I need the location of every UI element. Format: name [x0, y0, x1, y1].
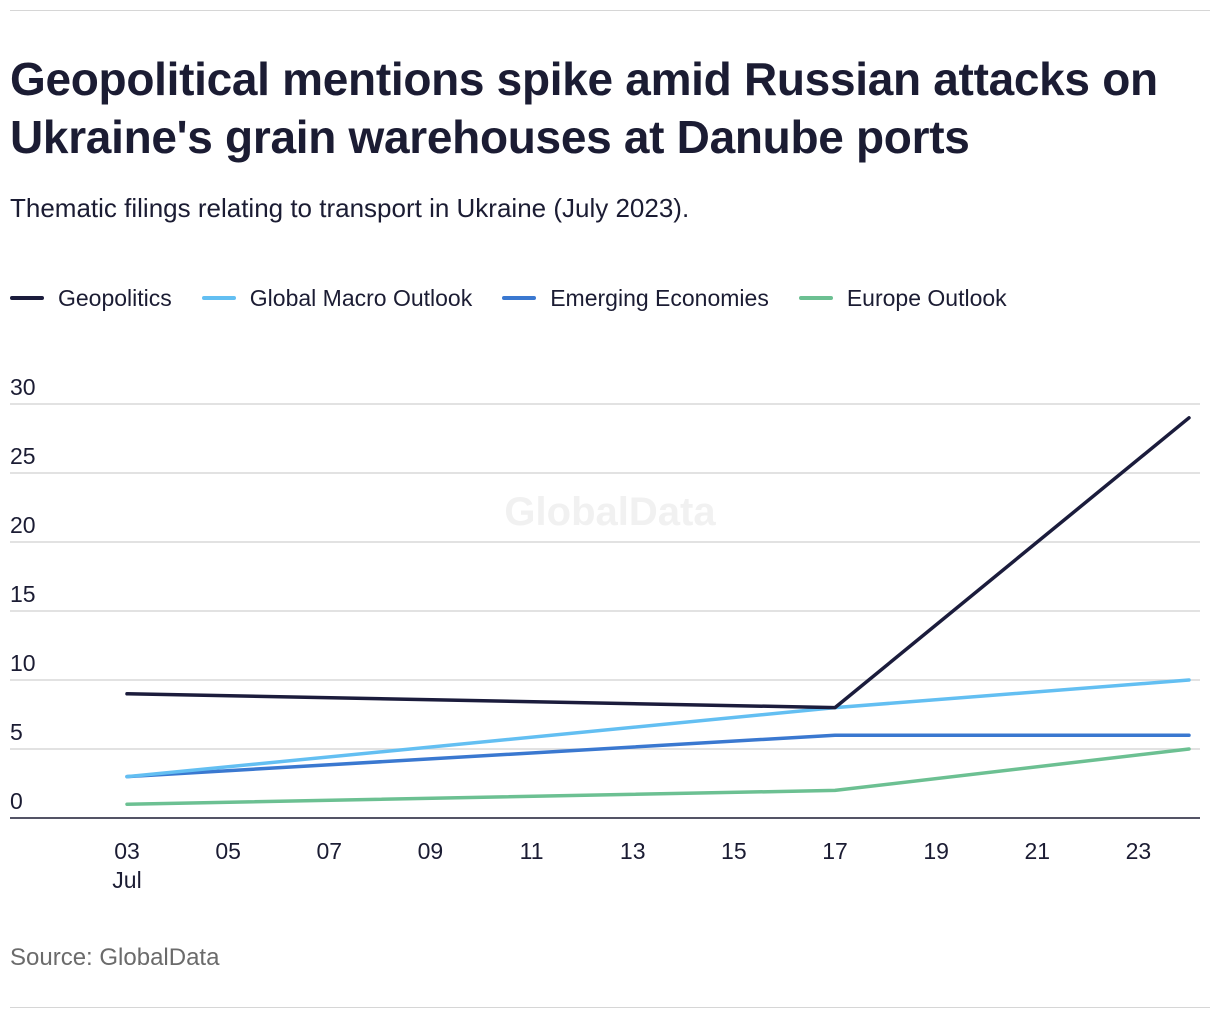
x-tick-label: 21 — [1024, 838, 1050, 864]
legend-item: Europe Outlook — [798, 284, 1007, 312]
chart-subtitle: Thematic filings relating to transport i… — [10, 193, 690, 223]
y-tick-label: 10 — [10, 650, 36, 676]
x-tick-label: 03 — [114, 838, 140, 864]
x-tick-label: 13 — [620, 838, 646, 864]
y-tick-label: 20 — [10, 512, 36, 538]
legend-swatch — [502, 296, 537, 300]
series-line-global-macro-outlook — [125, 678, 1191, 779]
watermark: GlobalData — [504, 490, 716, 534]
legend-item: Global Macro Outlook — [201, 284, 473, 312]
x-tick-label: 09 — [418, 838, 444, 864]
legend-swatch — [10, 296, 44, 300]
legend-label: Emerging Economies — [550, 284, 769, 311]
x-tick-label: 17 — [822, 838, 848, 864]
y-tick-label: 25 — [10, 443, 36, 469]
x-tick-label: 07 — [316, 838, 342, 864]
legend-label: Global Macro Outlook — [249, 284, 473, 311]
series-line-emerging-economies — [125, 733, 1191, 779]
x-tick-label: 15 — [721, 838, 747, 864]
x-tick-sublabel: Jul — [112, 867, 141, 893]
source-note: Source: GlobalData — [10, 944, 220, 971]
chart-title: Geopolitical mentions spike amid Russian… — [10, 53, 1158, 163]
bottom-divider — [10, 1007, 1210, 1008]
y-tick-label: 5 — [10, 719, 23, 745]
series-line-europe-outlook — [125, 747, 1191, 806]
legend-label: Geopolitics — [58, 284, 172, 311]
y-tick-label: 30 — [10, 374, 36, 400]
legend-item: Geopolitics — [10, 285, 172, 312]
legend-swatch — [201, 296, 236, 300]
legend-swatch — [798, 296, 833, 300]
legend-label: Europe Outlook — [846, 284, 1007, 311]
x-tick-label: 05 — [215, 838, 241, 864]
x-tick-label: 11 — [520, 838, 544, 864]
x-tick-label: 19 — [923, 838, 949, 864]
legend-item: Emerging Economies — [502, 285, 769, 312]
x-tick-label: 23 — [1126, 838, 1152, 864]
top-divider — [10, 10, 1210, 11]
y-tick-label: 15 — [10, 581, 36, 607]
chart-legend: Geopolitics Global Macro Outlook Emerging … — [10, 280, 1007, 316]
series-line-geopolitics — [125, 416, 1191, 710]
y-tick-label: 0 — [10, 788, 23, 814]
